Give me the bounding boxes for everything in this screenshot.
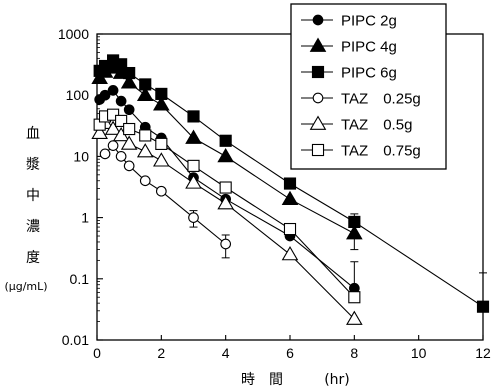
data-point [219, 181, 232, 194]
data-point [283, 177, 297, 190]
data-point [91, 124, 108, 139]
data-point [185, 129, 202, 144]
legend-item: TAZ 0.75g [301, 143, 421, 160]
data-point [107, 140, 119, 151]
data-point [139, 129, 152, 142]
data-point [120, 74, 138, 89]
data-point [348, 215, 361, 228]
legend-item: TAZ 0.25g [301, 91, 421, 108]
y-tick-label: 0.1 [70, 271, 90, 287]
data-point [115, 95, 127, 107]
data-point [104, 120, 122, 135]
data-point [115, 151, 127, 162]
x-axis: 0 2 4 6 8 10 12 [93, 335, 491, 361]
data-point [107, 85, 119, 96]
data-point [346, 310, 363, 325]
series-group [93, 108, 361, 304]
data-point [185, 174, 202, 189]
data-point [220, 238, 232, 250]
data-point [139, 175, 151, 187]
data-point [155, 87, 168, 100]
data-point [309, 115, 327, 130]
data-point [139, 78, 152, 91]
y-axis-label-char: 度 [26, 250, 40, 266]
legend-label: TAZ 0.75g [341, 143, 421, 160]
data-point [187, 110, 200, 123]
series-group [99, 140, 232, 259]
data-point [476, 300, 490, 313]
data-point [281, 190, 299, 206]
legend-label: TAZ 0.25g [341, 91, 421, 108]
legend-item: PIPC 6g [301, 65, 397, 82]
data-point [217, 195, 234, 210]
y-tick-label: 10 [73, 148, 89, 164]
legend-item: PIPC 2g [301, 13, 397, 30]
y-tick-label: 1000 [58, 26, 89, 42]
data-point [153, 152, 170, 167]
data-point [187, 159, 200, 172]
data-point [283, 222, 297, 236]
x-tick-label: 12 [475, 345, 491, 361]
series-group [91, 114, 363, 325]
data-point [99, 89, 111, 101]
series-group [93, 54, 490, 313]
data-point [217, 147, 234, 163]
y-axis-label-char: 血 [26, 126, 40, 142]
y-axis: 0.01 0.1 1 10 100 1000 [58, 26, 103, 348]
data-point [312, 14, 324, 26]
data-point [153, 96, 170, 111]
data-point [123, 104, 135, 116]
data-point [312, 92, 324, 104]
y-axis-label-char: 漿 [26, 157, 40, 173]
data-point [155, 137, 168, 150]
y-axis-label-char: 中 [26, 188, 40, 204]
legend-item: TAZ 0.5g [301, 115, 412, 134]
data-point [123, 66, 136, 80]
x-tick-label: 2 [157, 345, 165, 361]
series-layer [91, 54, 490, 325]
y-axis-label: 血 漿 中 濃 度 (μg/mL) [4, 126, 47, 293]
data-point [123, 160, 135, 172]
legend-label: PIPC 4g [341, 39, 397, 56]
data-point [188, 212, 199, 223]
x-tick-label: 8 [350, 345, 358, 361]
y-tick-label: 1 [81, 210, 89, 226]
x-axis-unit: (hr) [324, 372, 350, 388]
y-axis-label-char: 濃 [26, 219, 40, 235]
y-axis-unit: (μg/mL) [4, 280, 47, 293]
y-tick-label: 100 [66, 87, 90, 103]
legend: PIPC 2g PIPC 4g PIPC 6g TAZ 0.25g TAZ 0.5g TA… [290, 3, 447, 170]
data-point [155, 185, 167, 197]
x-tick-label: 4 [222, 345, 230, 361]
data-point [281, 246, 299, 261]
legend-box [290, 3, 447, 170]
x-axis-label: 時 間 [241, 372, 283, 388]
x-tick-label: 0 [93, 345, 101, 361]
x-tick-label: 10 [411, 345, 427, 361]
data-point [123, 122, 136, 136]
data-point [309, 37, 327, 52]
data-point [348, 291, 361, 304]
legend-label: PIPC 2g [341, 13, 397, 30]
data-point [219, 134, 232, 147]
data-point [115, 58, 128, 71]
legend-item: PIPC 4g [301, 37, 397, 56]
data-point [99, 148, 111, 160]
data-point [311, 143, 325, 157]
y-tick-label: 0.01 [62, 332, 89, 348]
data-point [107, 108, 120, 121]
data-point [120, 135, 138, 150]
data-point [136, 86, 154, 102]
data-point [311, 65, 325, 79]
x-tick-label: 6 [286, 345, 294, 361]
data-point [115, 114, 128, 127]
legend-label: PIPC 6g [341, 65, 397, 82]
data-point [136, 143, 154, 158]
legend-label: TAZ 0.5g [341, 117, 412, 134]
